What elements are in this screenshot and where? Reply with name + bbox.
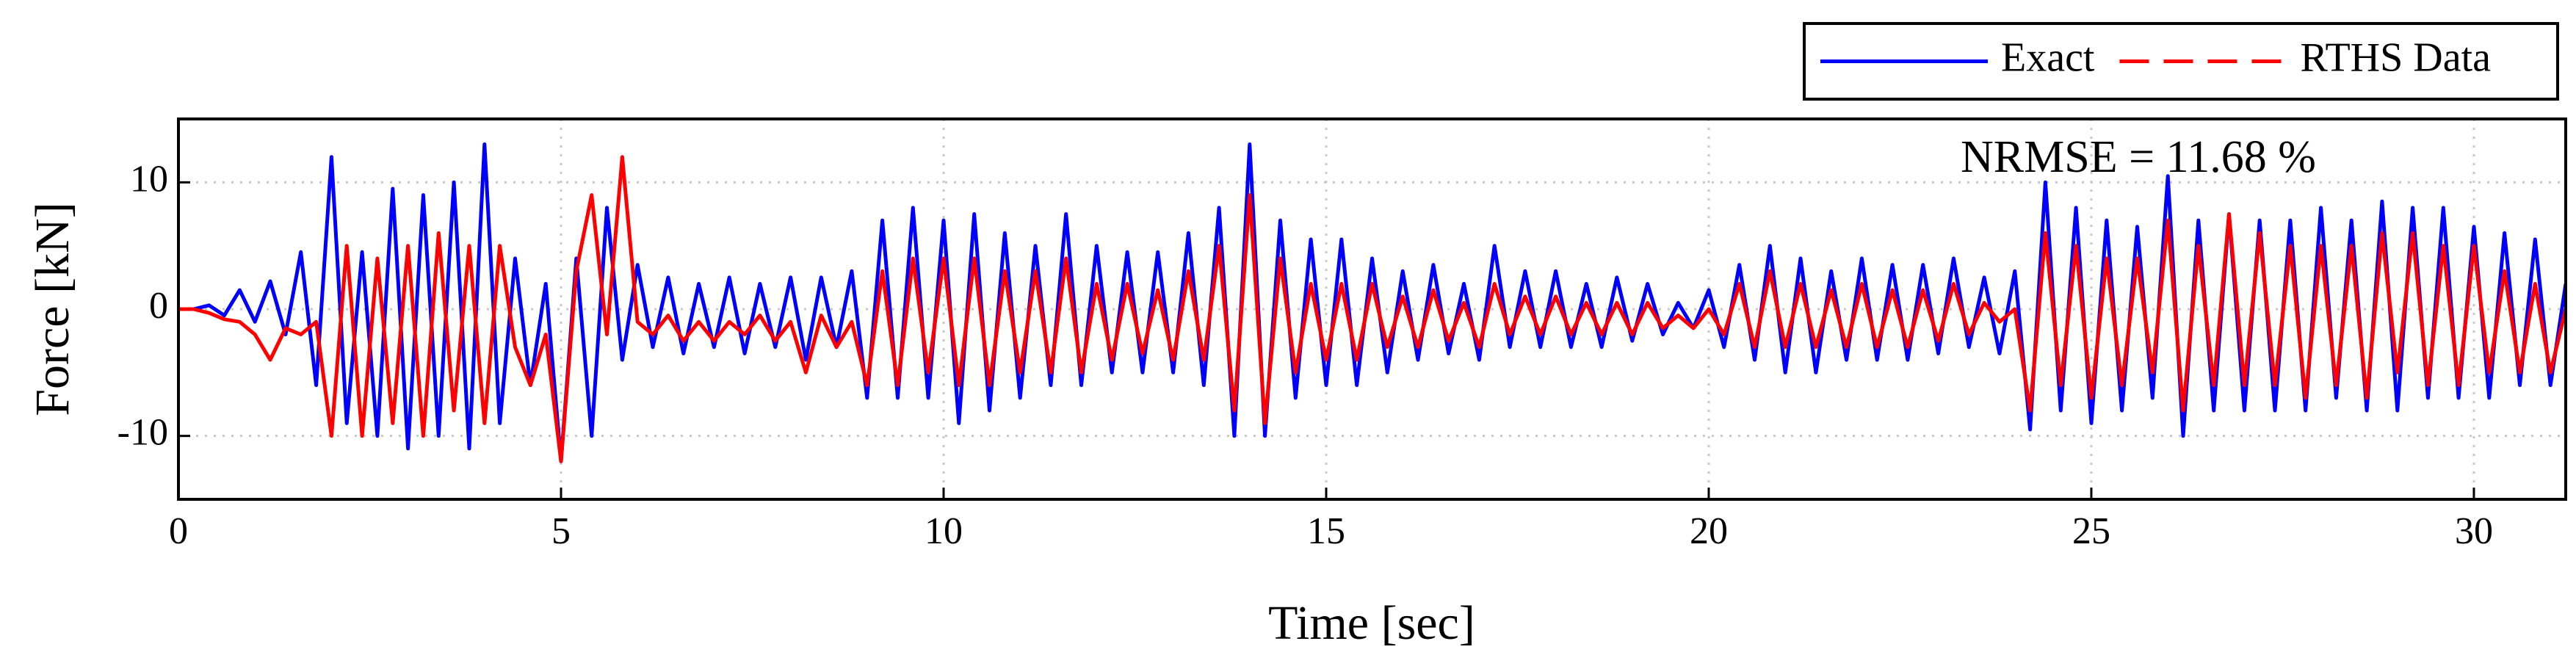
x-tick-label: 25: [2072, 510, 2110, 552]
legend-label: Exact: [2001, 35, 2095, 80]
x-tick-label: 15: [1307, 510, 1345, 552]
annotation: NRMSE = 11.68 %: [1961, 132, 2316, 182]
y-tick-label: -10: [117, 412, 168, 454]
x-tick-label: 30: [2455, 510, 2493, 552]
legend-label: RTHS Data: [2300, 35, 2491, 80]
data-line: [178, 142, 2566, 463]
x-tick-label: 5: [551, 510, 571, 552]
data-line: [178, 155, 2566, 463]
x-tick-label: 20: [1690, 510, 1728, 552]
x-tick-label: 10: [925, 510, 963, 552]
x-axis-label: Time [sec]: [1268, 596, 1475, 650]
plot-frame: [177, 117, 2567, 501]
y-tick-label: 0: [149, 285, 168, 327]
y-tick-label: 10: [130, 158, 168, 200]
y-axis-label: Force [kN]: [26, 202, 79, 416]
x-tick-label: 0: [169, 510, 188, 552]
